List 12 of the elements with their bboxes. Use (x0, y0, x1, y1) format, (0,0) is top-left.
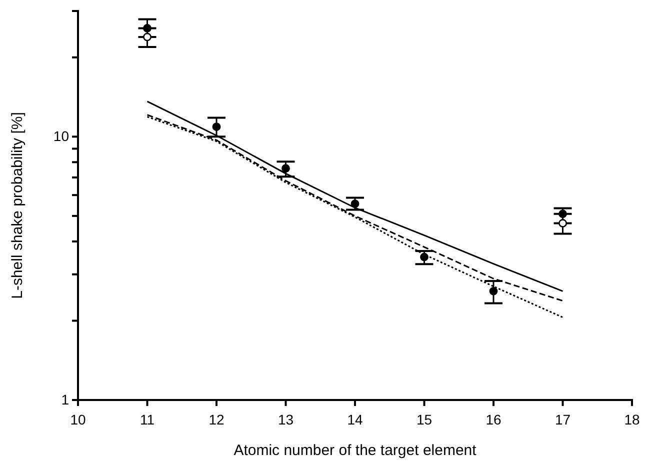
x-tick-label: 18 (624, 411, 640, 428)
x-tick-label: 14 (347, 411, 363, 428)
x-tick-label: 11 (140, 411, 155, 428)
x-axis-title: Atomic number of the target element (234, 442, 478, 459)
x-tick-label: 15 (416, 411, 432, 428)
y-tick-label: 1 (61, 391, 70, 408)
y-axis-title: L-shell shake probability [%] (9, 112, 26, 299)
x-tick-label: 16 (486, 411, 502, 428)
x-tick-label: 17 (554, 411, 571, 428)
x-tick-label: 13 (278, 411, 294, 428)
x-tick-label: 12 (208, 411, 224, 428)
x-tick-label: 10 (70, 411, 86, 428)
